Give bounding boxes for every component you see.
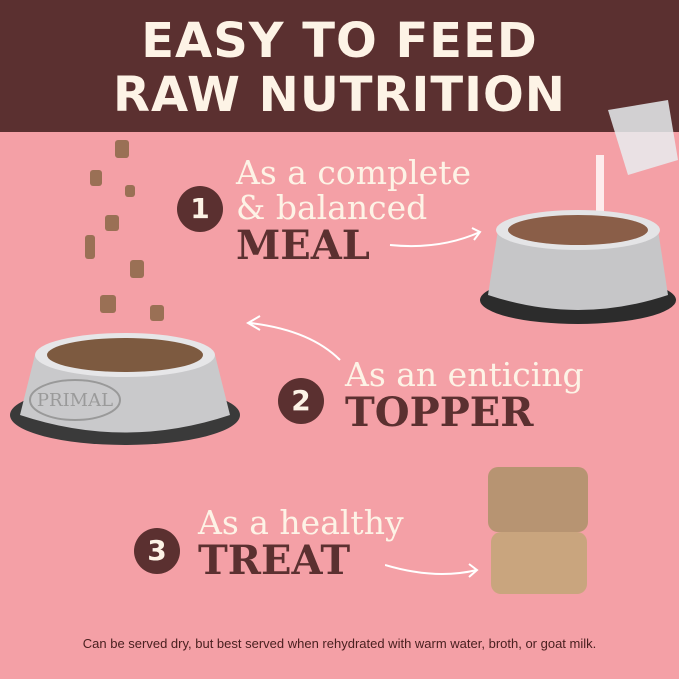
step-1-badge: 1 — [177, 186, 223, 232]
arrow-to-left-bowl-icon — [249, 322, 341, 361]
treat-cubes-image — [488, 467, 588, 594]
arrow-to-treat-icon — [385, 563, 479, 578]
step-3-emphasis: TREAT — [198, 537, 351, 584]
step-1-line-1: As a complete — [236, 153, 472, 192]
primal-bowl-image: PRIMAL — [10, 333, 240, 445]
falling-nuggets-image — [85, 140, 164, 321]
title-line-2: RAW NUTRITION — [113, 67, 566, 123]
arrow-to-bowl-icon — [389, 231, 481, 248]
step-2-line-1: As an enticing — [345, 355, 584, 394]
bowl-logo: PRIMAL — [37, 390, 113, 411]
arrows — [246, 227, 482, 361]
serving-note: Can be served dry, but best served when … — [82, 636, 597, 651]
step-2-emphasis: TOPPER — [345, 389, 534, 436]
step-2-badge: 2 — [278, 378, 324, 424]
step-1-line-2: & balanced — [236, 188, 428, 227]
step-3-line-1: As a healthy — [198, 503, 404, 542]
water-bowl-image — [480, 100, 678, 324]
title-line-1: EASY TO FEED — [141, 13, 538, 69]
step-3-badge: 3 — [134, 528, 180, 574]
step-1-emphasis: MEAL — [236, 222, 370, 269]
header-banner: EASY TO FEED RAW NUTRITION — [0, 0, 679, 132]
